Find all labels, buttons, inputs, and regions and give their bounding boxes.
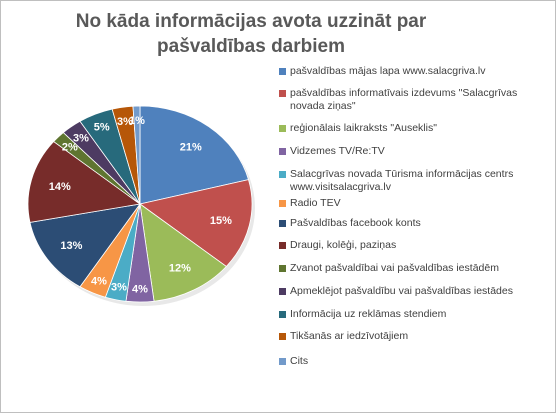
- data-label-pasvaldibas-facebook-konts: 13%: [60, 240, 82, 252]
- pie-slices: [27, 105, 253, 303]
- legend-swatch: [279, 148, 286, 155]
- legend-swatch: [279, 358, 286, 365]
- pie-slice-draugi-kolegi-pazinas: [27, 141, 142, 223]
- chart-title: No kāda informācijas avota uzzināt par p…: [75, 11, 427, 57]
- legend-swatch: [279, 90, 286, 97]
- legend-label: pašvaldības mājas lapa www.salacgriva.lv: [290, 65, 486, 77]
- legend-label: Pašvaldības facebook konts: [290, 217, 421, 229]
- pie-slice-cits: [132, 105, 141, 205]
- data-label-cits: 1%: [129, 115, 145, 127]
- legend-label: reģionālais laikraksts "Auseklis": [290, 122, 437, 134]
- data-label-zvanot-pasvaldibai-vai-pasvaldibas-iesta: 2%: [62, 141, 78, 153]
- legend-swatch: [279, 220, 286, 227]
- legend-swatch: [279, 200, 286, 207]
- legend-swatch: [279, 125, 286, 132]
- legend-label: Cits: [290, 355, 309, 367]
- legend-label: Radio TEV: [290, 197, 341, 209]
- data-label-salacgrivas-novada-turisma-informacijas-: 3%: [111, 281, 127, 293]
- pie-slice-pasvaldibas-informativais-izdevums-salac: [139, 179, 253, 267]
- data-label-tiksanas-ar-iedzivotajiem: 3%: [117, 116, 133, 128]
- data-label-apmeklejot-pasvaldibu-vai-pasvaldibas-ie: 3%: [73, 132, 89, 144]
- legend-swatch: [279, 288, 286, 295]
- legend-label: Salacgrīvas novada Tūrisma informācijas …: [290, 168, 514, 193]
- data-label-pasvaldibas-informativais-izdevums-salac: 15%: [210, 215, 232, 227]
- data-label-radio-tev: 4%: [91, 275, 107, 287]
- legend-swatch: [279, 68, 286, 75]
- legend-label: Informācija uz reklāmas stendiem: [290, 308, 447, 320]
- data-label-pasvaldibas-majas-lapa-www-salacgriva-lv: 21%: [180, 142, 202, 154]
- pie-slice-pasvaldibas-facebook-konts: [29, 203, 141, 288]
- legend-swatch: [279, 333, 286, 340]
- legend-label: Apmeklējot pašvaldību vai pašvaldības ie…: [290, 285, 513, 297]
- pie-slice-regionalais-laikraksts-auseklis: [139, 203, 227, 302]
- legend-swatch: [279, 311, 286, 318]
- data-label-vidzemes-tv-re-tv: 4%: [132, 283, 148, 295]
- legend-label: Tikšanās ar iedzīvotājiem: [290, 330, 409, 342]
- legend-swatch: [279, 265, 286, 272]
- pie-slice-pasvaldibas-majas-lapa-www-salacgriva-lv: [139, 105, 249, 205]
- legend-swatch: [279, 242, 286, 249]
- data-label-draugi-kolegi-pazinas: 14%: [49, 181, 71, 193]
- legend-label: Draugi, kolēģi, paziņas: [290, 239, 397, 251]
- pie-data-labels: 21%15%12%4%3%4%13%14%2%3%5% 3%1%: [49, 115, 232, 296]
- data-label-regionalais-laikraksts-auseklis: 12%: [169, 263, 191, 275]
- legend-swatch: [279, 171, 286, 178]
- legend-label: pašvaldības informatīvais izdevums "Sala…: [290, 87, 518, 112]
- legend-label: Vidzemes TV/Re:TV: [290, 145, 385, 157]
- data-label-informacija-uz-reklamas-stendiem: 5%: [94, 122, 110, 134]
- legend-label: Zvanot pašvaldībai vai pašvaldības iestā…: [290, 262, 499, 274]
